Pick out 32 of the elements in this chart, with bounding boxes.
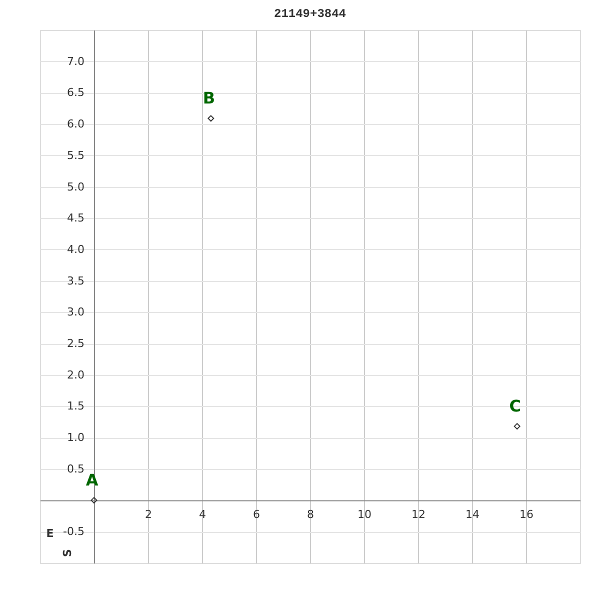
annotation: B xyxy=(202,88,216,108)
point xyxy=(514,423,520,430)
y-tick-label: 1.0 xyxy=(67,431,84,444)
x-tick-label: 4 xyxy=(199,508,206,521)
point xyxy=(208,115,214,122)
x-tick-label: 8 xyxy=(307,508,314,521)
chart-title: 21149+3844 xyxy=(274,7,346,21)
annotation: S xyxy=(61,548,74,557)
y-tick-label: 4.0 xyxy=(67,242,84,256)
annotation: C xyxy=(509,396,521,416)
y-tick-label: 1.5 xyxy=(67,400,84,413)
y-tick-label: 3.5 xyxy=(67,274,84,288)
y-tick-label: -0.5 xyxy=(63,525,84,538)
y-tick-label: 0.5 xyxy=(67,462,84,476)
x-tick-label: 10 xyxy=(358,508,372,521)
y-tick-label: 2.5 xyxy=(67,337,84,350)
x-tick-label: 6 xyxy=(253,508,260,521)
y-tick-label: 6.5 xyxy=(67,86,84,100)
x-tick-label: 2 xyxy=(145,508,152,521)
x-tick-label: 16 xyxy=(520,508,534,521)
y-tick-label: 5.5 xyxy=(67,148,84,162)
point xyxy=(90,497,98,504)
y-tick-label: 2.0 xyxy=(67,368,84,382)
x-tick-label: 14 xyxy=(466,508,480,521)
y-tick-label: 5.0 xyxy=(67,180,84,194)
y-tick-label: 7.0 xyxy=(67,54,84,68)
y-tick-label: 3.0 xyxy=(67,306,84,319)
y-tick-label: 4.5 xyxy=(67,212,84,225)
annotation: E xyxy=(46,527,54,540)
annotation: A xyxy=(86,470,99,490)
x-tick-label: 12 xyxy=(412,508,426,521)
y-tick-label: 6.0 xyxy=(67,118,84,131)
